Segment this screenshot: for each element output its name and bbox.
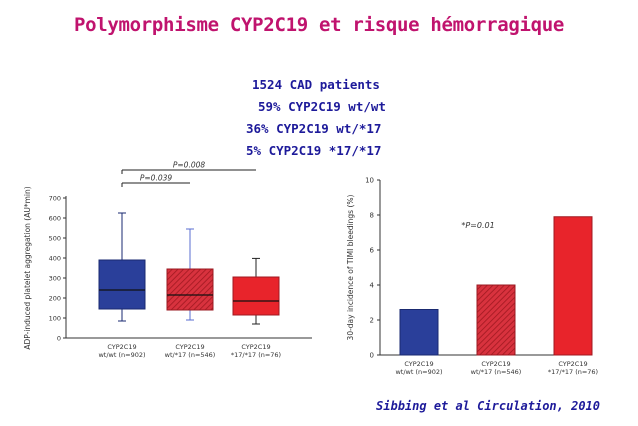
x-tick-label: CYP2C19 xyxy=(404,360,433,368)
y-axis-label: 30-day incidence of TIMI bleedings (%) xyxy=(346,194,355,340)
cohort-line: 36% CYP2C19 wt/*17 xyxy=(246,121,382,136)
y-tick-label: 500 xyxy=(49,235,61,243)
y-tick-label: 0 xyxy=(370,352,374,360)
y-tick-label: 200 xyxy=(49,295,61,303)
x-tick-label: CYP2C19 xyxy=(107,343,136,351)
cohort-summary: 1524 CAD patients 59% CYP2C19 wt/wt 36% … xyxy=(246,74,386,162)
x-tick-label: CYP2C19 xyxy=(481,360,510,368)
y-tick-label: 400 xyxy=(49,255,61,263)
x-tick-label: CYP2C19 xyxy=(558,360,587,368)
bar xyxy=(553,216,593,356)
x-tick-label: CYP2C19 xyxy=(241,343,270,351)
bar xyxy=(399,309,439,356)
x-tick-sublabel: wt/wt (n=902) xyxy=(98,351,145,359)
timi-bleeding-bar-chart: 0 2 4 6 8 10 30-day incidence of TIMI bleeding… xyxy=(346,177,598,377)
platelet-aggregation-boxplot: 0 100 200 300 400 500 600 700 ADP-induced platel… xyxy=(23,161,312,359)
p-value-label: P=0.008 xyxy=(173,161,206,170)
y-tick-label: 10 xyxy=(365,177,374,185)
x-tick-label: CYP2C19 xyxy=(175,343,204,351)
cohort-line: 59% CYP2C19 wt/wt xyxy=(258,99,386,114)
box xyxy=(232,276,280,316)
x-tick-sublabel: wt/*17 (n=546) xyxy=(471,368,522,376)
y-tick-label: 8 xyxy=(370,212,374,220)
y-tick-label: 6 xyxy=(370,247,375,255)
box xyxy=(98,259,146,310)
x-tick-sublabel: wt/*17 (n=546) xyxy=(165,351,216,359)
y-tick-label: 600 xyxy=(49,215,61,223)
citation: Sibbing et al Circulation, 2010 xyxy=(376,399,600,413)
y-axis-label: ADP-induced platelet aggregation (AU*min… xyxy=(23,186,32,349)
y-tick-label: 100 xyxy=(49,315,61,323)
slide-title: Polymorphisme CYP2C19 et risque hémorrag… xyxy=(73,14,565,36)
box xyxy=(166,268,214,311)
x-tick-sublabel: *17/*17 (n=76) xyxy=(548,368,598,376)
y-tick-label: 0 xyxy=(57,335,61,343)
cohort-line: 5% CYP2C19 *17/*17 xyxy=(246,143,382,158)
x-tick-sublabel: wt/wt (n=902) xyxy=(395,368,442,376)
cohort-line: 1524 CAD patients xyxy=(252,77,380,92)
bar xyxy=(476,284,516,356)
p-value-label: P=0.039 xyxy=(140,174,173,183)
y-tick-label: 2 xyxy=(370,317,374,325)
y-tick-label: 300 xyxy=(49,275,61,283)
y-tick-label: 700 xyxy=(49,195,61,203)
p-value-label: *P=0.01 xyxy=(461,221,494,230)
x-tick-sublabel: *17/*17 (n=76) xyxy=(231,351,281,359)
y-tick-label: 4 xyxy=(370,282,375,290)
